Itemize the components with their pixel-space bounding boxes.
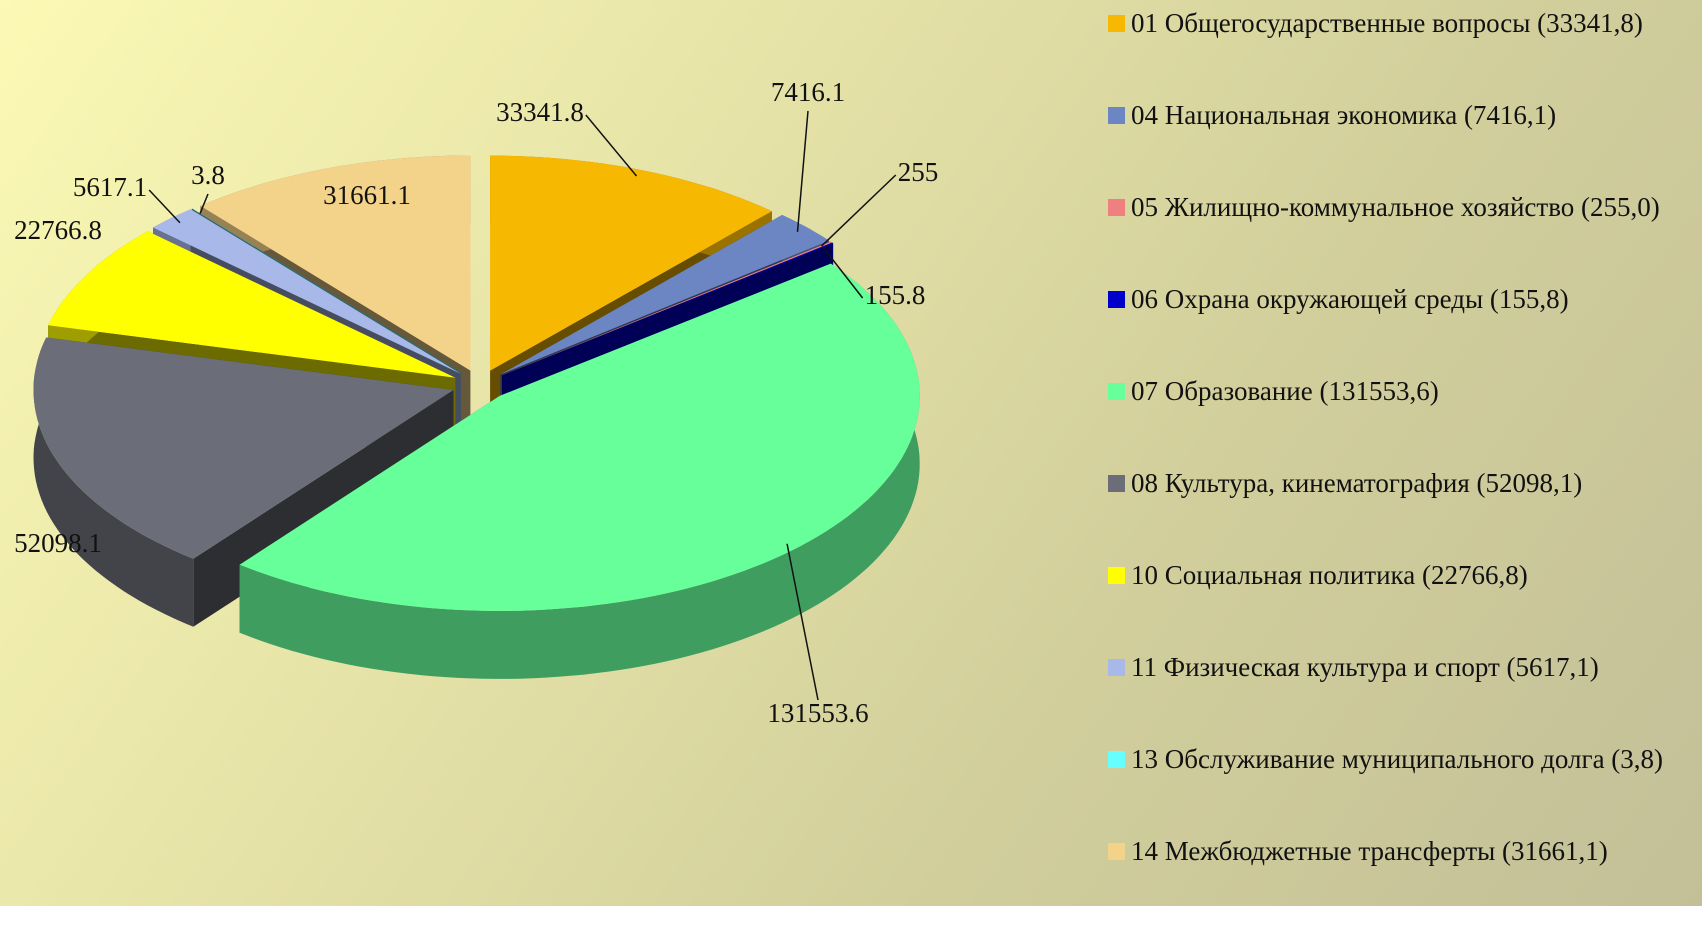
legend-label: 04 Национальная экономика (7416,1)	[1131, 98, 1556, 132]
legend-swatch	[1108, 567, 1125, 584]
data-label: 3.8	[191, 160, 225, 190]
legend: 01 Общегосударственные вопросы (33341,8)…	[1108, 6, 1698, 926]
legend-item: 07 Образование (131553,6)	[1108, 374, 1698, 466]
legend-label: 06 Охрана окружающей среды (155,8)	[1131, 282, 1569, 316]
legend-swatch	[1108, 475, 1125, 492]
leader-line	[149, 190, 180, 223]
legend-swatch	[1108, 383, 1125, 400]
legend-item: 01 Общегосударственные вопросы (33341,8)	[1108, 6, 1698, 98]
legend-swatch	[1108, 843, 1125, 860]
legend-item: 11 Физическая культура и спорт (5617,1)	[1108, 650, 1698, 742]
data-label: 31661.1	[323, 180, 411, 210]
legend-item: 06 Охрана окружающей среды (155,8)	[1108, 282, 1698, 374]
data-label: 255	[898, 157, 939, 187]
data-label: 131553.6	[767, 698, 868, 728]
legend-label: 08 Культура, кинематография (52098,1)	[1131, 466, 1582, 500]
legend-item: 05 Жилищно-коммунальное хозяйство (255,0…	[1108, 190, 1698, 282]
data-label: 52098.1	[14, 528, 102, 558]
legend-item: 04 Национальная экономика (7416,1)	[1108, 98, 1698, 190]
leader-line	[798, 111, 808, 232]
legend-label: 14 Межбюджетные трансферты (31661,1)	[1131, 834, 1608, 868]
data-label: 33341.8	[496, 97, 584, 127]
legend-label: 11 Физическая культура и спорт (5617,1)	[1131, 650, 1599, 684]
legend-label: 01 Общегосударственные вопросы (33341,8)	[1131, 6, 1643, 40]
legend-item: 08 Культура, кинематография (52098,1)	[1108, 466, 1698, 558]
pie-area: 33341.8 7416.1 255 155.8 131553.6 52098.1 2276…	[0, 0, 1100, 906]
legend-label: 05 Жилищно-коммунальное хозяйство (255,0…	[1131, 190, 1660, 224]
legend-swatch	[1108, 15, 1125, 32]
legend-label: 10 Социальная политика (22766,8)	[1131, 558, 1528, 592]
data-label: 22766.8	[14, 215, 102, 245]
legend-swatch	[1108, 291, 1125, 308]
data-label: 5617.1	[73, 172, 147, 202]
leader-line	[822, 175, 896, 246]
legend-item: 14 Межбюджетные трансферты (31661,1)	[1108, 834, 1698, 926]
chart: 33341.8 7416.1 255 155.8 131553.6 52098.1 2276…	[0, 0, 1702, 906]
legend-swatch	[1108, 199, 1125, 216]
legend-swatch	[1108, 659, 1125, 676]
legend-label: 13 Обслуживание муниципального долга (3,…	[1131, 742, 1663, 776]
legend-swatch	[1108, 751, 1125, 768]
legend-item: 13 Обслуживание муниципального долга (3,…	[1108, 742, 1698, 834]
legend-item: 10 Социальная политика (22766,8)	[1108, 558, 1698, 650]
data-label: 7416.1	[771, 77, 845, 107]
legend-label: 07 Образование (131553,6)	[1131, 374, 1439, 408]
data-label: 155.8	[865, 280, 926, 310]
legend-swatch	[1108, 107, 1125, 124]
